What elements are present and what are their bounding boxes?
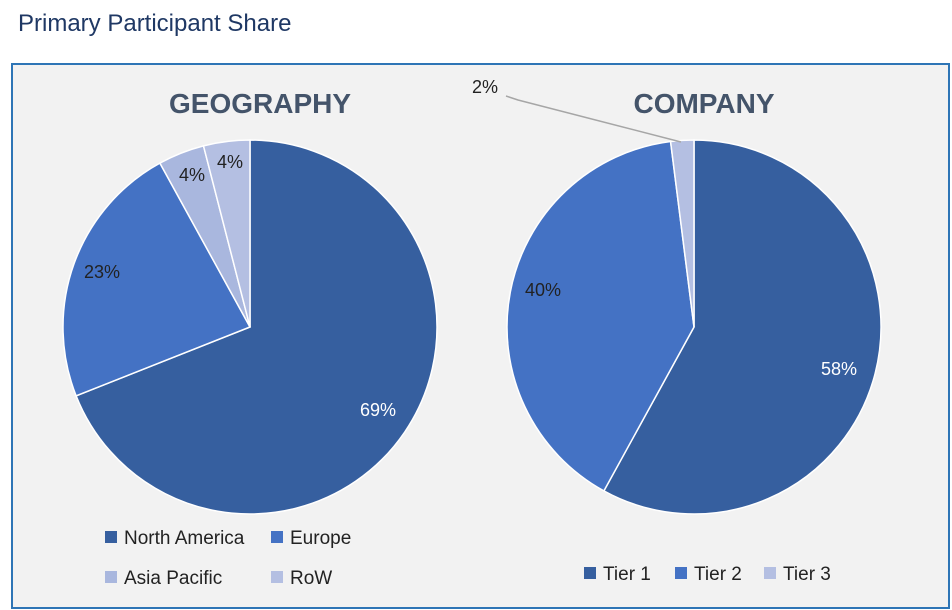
data-label-north-america: 69% [360, 400, 396, 420]
data-label-europe: 23% [84, 262, 120, 282]
legend-label-asia-pacific: Asia Pacific [124, 568, 222, 589]
chart-title-company: COMPANY [633, 88, 774, 119]
data-label-row: 4% [217, 152, 243, 172]
legend-swatch-asia-pacific [105, 571, 117, 583]
legend-label-north-america: North America [124, 528, 245, 549]
pie-slice-north-america [75, 139, 438, 515]
legend-swatch-europe [271, 531, 283, 543]
page-title: Primary Participant Share [18, 10, 292, 37]
pie-slice-tier-3 [669, 139, 695, 328]
legend-swatch-tier-2 [675, 567, 687, 579]
legend-label-europe: Europe [290, 528, 351, 549]
chart-panel: GEOGRAPHY 69% 23% 4% 4% North America Europe As… [11, 63, 950, 609]
pie-slice-row [202, 139, 251, 328]
data-label-tier-3: 2% [472, 77, 498, 97]
legend-label-tier-2: Tier 2 [694, 564, 742, 585]
legend-label-tier-3: Tier 3 [783, 564, 831, 585]
legend-swatch-north-america [105, 531, 117, 543]
legend-label-row: RoW [290, 568, 332, 589]
pie-slice-europe [62, 162, 252, 397]
legend-swatch-tier-1 [584, 567, 596, 579]
legend-swatch-row [271, 571, 283, 583]
legend-label-tier-1: Tier 1 [603, 564, 651, 585]
data-label-asia-pacific: 4% [179, 165, 205, 185]
legend-swatch-tier-3 [764, 567, 776, 579]
data-label-tier-2: 40% [525, 280, 561, 300]
pie-slice-tier-1 [602, 139, 882, 515]
chart-title-geography: GEOGRAPHY [169, 88, 351, 119]
leader-line [505, 95, 682, 143]
charts-svg: GEOGRAPHY 69% 23% 4% 4% North America Europe As… [62, 77, 882, 589]
data-label-tier-1: 58% [821, 359, 857, 379]
pie-slice-tier-2 [506, 140, 695, 492]
